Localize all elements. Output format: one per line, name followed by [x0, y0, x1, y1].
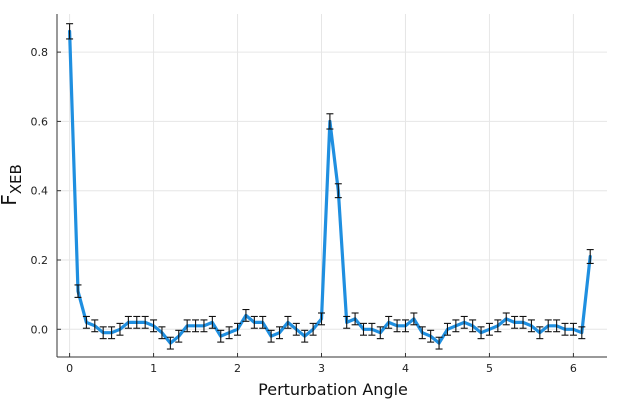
error-bar: [318, 312, 326, 326]
error-bar: [124, 315, 132, 329]
error-bar: [225, 326, 233, 340]
y-tick-label: 0.2: [31, 254, 49, 267]
svg-text:FXEB: FXEB: [0, 164, 25, 206]
error-bar: [250, 315, 258, 329]
error-bar: [284, 315, 292, 329]
error-bar: [553, 319, 561, 333]
y-axis-label: FXEB: [0, 164, 25, 206]
error-bar: [141, 315, 149, 329]
x-tick-label: 1: [150, 362, 157, 375]
error-bar: [359, 322, 367, 336]
error-bar: [561, 322, 569, 336]
error-bar: [494, 319, 502, 333]
error-bar: [393, 319, 401, 333]
error-bar: [460, 315, 468, 329]
error-bar: [116, 322, 124, 336]
error-bars: [66, 23, 594, 350]
error-bar: [200, 319, 208, 333]
error-bar: [91, 319, 99, 333]
x-tick-label: 5: [486, 362, 493, 375]
error-bar: [66, 23, 74, 40]
x-tick-label: 0: [66, 362, 73, 375]
error-bar: [527, 319, 535, 333]
error-bar: [569, 322, 577, 336]
error-bar: [586, 249, 594, 265]
error-bar: [166, 336, 174, 350]
error-bar: [192, 319, 200, 333]
error-bar: [99, 326, 107, 340]
axes: [56, 14, 607, 358]
error-bar: [536, 326, 544, 340]
x-axis-label: Perturbation Angle: [258, 380, 408, 399]
y-tick-label: 0.6: [31, 115, 49, 128]
y-axis-label-subscript: XEB: [7, 164, 25, 194]
error-bar: [376, 326, 384, 340]
error-bar: [443, 322, 451, 336]
error-bar: [242, 308, 250, 322]
error-bar: [74, 284, 82, 298]
y-tick-label: 0.8: [31, 46, 49, 59]
error-bar: [234, 322, 242, 336]
y-tick-label: 0.4: [31, 185, 49, 198]
error-bar: [385, 315, 393, 329]
error-bar: [401, 319, 409, 333]
error-bar: [158, 326, 166, 340]
error-bar: [544, 319, 552, 333]
error-bar: [259, 315, 267, 329]
error-bar: [133, 315, 141, 329]
error-bar: [309, 322, 317, 336]
error-bar: [301, 329, 309, 343]
error-bar: [292, 322, 300, 336]
error-bar: [276, 326, 284, 340]
error-bar: [485, 322, 493, 336]
error-bar: [578, 326, 586, 340]
error-bar: [208, 315, 216, 329]
error-bar: [334, 183, 342, 199]
x-tick-label: 3: [318, 362, 325, 375]
x-tick-label: 6: [570, 362, 577, 375]
error-bar: [217, 329, 225, 343]
error-bar: [326, 113, 334, 130]
error-bar: [469, 319, 477, 333]
x-tick-label: 2: [234, 362, 241, 375]
error-bar: [183, 319, 191, 333]
y-axis-label-main: F: [0, 194, 21, 206]
error-bar: [410, 312, 418, 326]
error-bar: [150, 319, 158, 333]
error-bar: [108, 326, 116, 340]
grid-lines: [57, 14, 607, 357]
x-axis-ticks: 0 1 2 3 4 5 6: [66, 353, 577, 375]
y-axis-ticks: 0.0 0.2 0.4 0.6 0.8: [31, 46, 61, 336]
error-bar: [502, 312, 510, 326]
error-bar: [435, 336, 443, 350]
error-bar: [477, 326, 485, 340]
error-bar: [519, 315, 527, 329]
error-bar: [82, 315, 90, 329]
error-bar: [368, 322, 376, 336]
error-bar: [452, 319, 460, 333]
error-bar: [351, 312, 359, 326]
x-tick-label: 4: [402, 362, 409, 375]
error-bar: [343, 315, 351, 329]
error-bar: [267, 329, 275, 343]
error-bar: [427, 329, 435, 343]
y-tick-label: 0.0: [31, 323, 49, 336]
error-bar: [175, 329, 183, 343]
error-bar: [511, 315, 519, 329]
error-bar: [418, 326, 426, 340]
